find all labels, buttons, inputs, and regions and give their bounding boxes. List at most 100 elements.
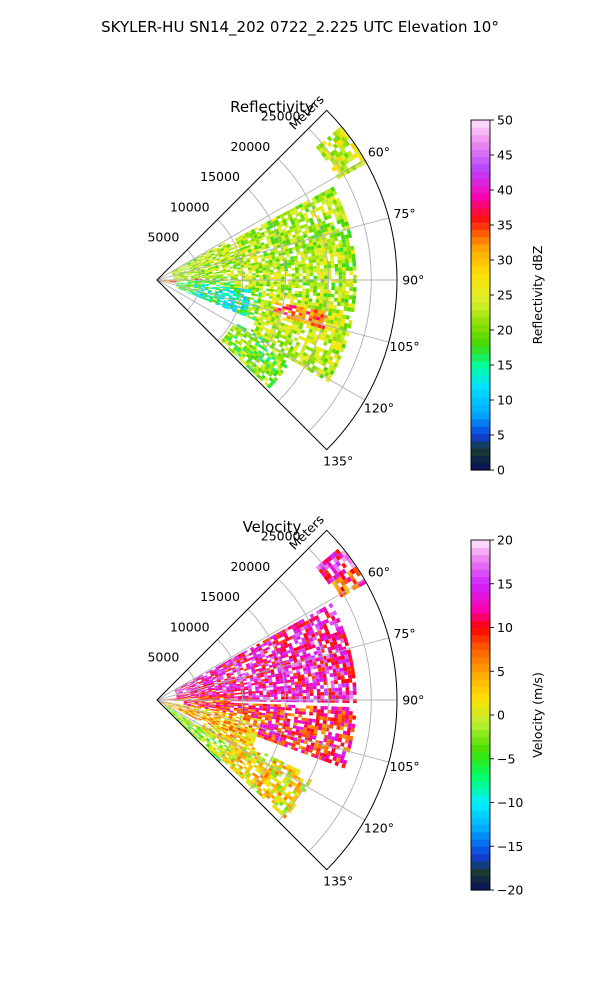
echo-cell <box>230 698 235 700</box>
echo-cell <box>212 283 217 285</box>
echo-cell <box>265 680 269 684</box>
echo-cell <box>273 696 278 700</box>
echo-cell <box>211 721 216 725</box>
echo-cell <box>214 292 219 294</box>
echo-cell <box>208 669 213 673</box>
echo-cell <box>248 287 252 290</box>
echo-cell <box>223 702 228 704</box>
echo-cell <box>295 233 300 238</box>
echo-cell <box>341 550 347 557</box>
echo-cell <box>179 284 184 286</box>
echo-cell <box>228 336 232 341</box>
echo-cell <box>226 287 231 289</box>
echo-cell <box>206 714 211 717</box>
echo-cell <box>208 704 213 706</box>
echo-cell <box>279 334 284 339</box>
echo-cell <box>305 345 311 351</box>
echo-cell <box>308 259 313 264</box>
echo-cell <box>166 708 169 711</box>
echo-cell <box>266 274 271 278</box>
echo-cell <box>268 332 273 337</box>
echo-cell <box>169 281 173 283</box>
colorbar-band <box>471 766 490 774</box>
echo-cell <box>305 229 310 234</box>
echo-cell <box>212 719 217 722</box>
echo-cell <box>305 353 311 359</box>
echo-cell <box>310 308 315 313</box>
colorbar-band <box>471 134 490 143</box>
echo-cell <box>345 658 350 663</box>
echo-cell <box>329 319 335 325</box>
echo-cell <box>246 257 251 261</box>
echo-cell <box>320 286 325 290</box>
echo-cell <box>233 267 238 270</box>
echo-cell <box>317 193 323 199</box>
echo-cell <box>285 303 290 308</box>
colorbar-band <box>471 251 490 260</box>
echo-cell <box>194 273 198 276</box>
echo-cell <box>190 681 195 684</box>
echo-cell <box>285 674 290 678</box>
echo-cell <box>261 263 266 267</box>
echo-cell <box>321 353 327 358</box>
echo-cell <box>222 292 226 295</box>
echo-cell <box>338 271 343 276</box>
echo-cell <box>324 627 329 633</box>
echo-cell <box>236 683 241 687</box>
echo-cell <box>258 227 263 232</box>
echo-cell <box>240 726 245 730</box>
echo-cell <box>326 750 332 756</box>
echo-cell <box>292 657 298 662</box>
echo-cell <box>181 686 185 689</box>
echo-cell <box>244 726 249 729</box>
echo-cell <box>314 366 320 372</box>
echo-cell <box>175 286 180 288</box>
echo-cell <box>255 283 260 286</box>
echo-cell <box>341 213 347 219</box>
echo-cell <box>183 277 188 279</box>
echo-cell <box>239 728 244 732</box>
echo-cell <box>316 715 320 720</box>
echo-cell <box>164 705 167 708</box>
echo-cell <box>266 692 271 695</box>
echo-cell <box>196 676 200 679</box>
echo-cell <box>260 299 265 303</box>
echo-cell <box>243 745 249 749</box>
echo-cell <box>219 271 224 274</box>
echo-cell <box>289 353 295 358</box>
echo-cell <box>248 283 253 286</box>
echo-cell <box>221 671 226 674</box>
echo-cell <box>232 660 237 664</box>
echo-cell <box>218 244 223 248</box>
echo-cell <box>246 348 251 353</box>
echo-cell <box>321 361 327 367</box>
echo-cell <box>303 307 308 311</box>
echo-cell <box>287 341 293 346</box>
echo-cell <box>165 281 170 282</box>
echo-cell <box>227 695 231 697</box>
echo-cell <box>232 750 237 754</box>
echo-cell <box>233 687 238 690</box>
echo-cell <box>229 335 234 339</box>
echo-cell <box>324 189 329 196</box>
echo-cell <box>344 739 349 744</box>
echo-cell <box>241 242 246 246</box>
echo-cell <box>320 356 326 362</box>
sector-frame <box>156 529 398 871</box>
echo-cell <box>173 277 177 279</box>
echo-cell <box>260 352 266 357</box>
colorbar-tick-label: 15 <box>497 358 513 373</box>
echo-cell <box>219 269 223 272</box>
echo-cell <box>233 266 237 269</box>
echo-cell <box>190 272 194 274</box>
echo-cell <box>324 282 328 287</box>
echo-cell <box>259 281 264 284</box>
echo-cell <box>267 787 272 793</box>
echo-cell <box>242 740 247 744</box>
echo-cell <box>237 281 242 284</box>
echo-cell <box>187 263 191 266</box>
echo-cell <box>247 747 252 751</box>
echo-cell <box>253 258 258 261</box>
echo-cell <box>209 680 214 683</box>
